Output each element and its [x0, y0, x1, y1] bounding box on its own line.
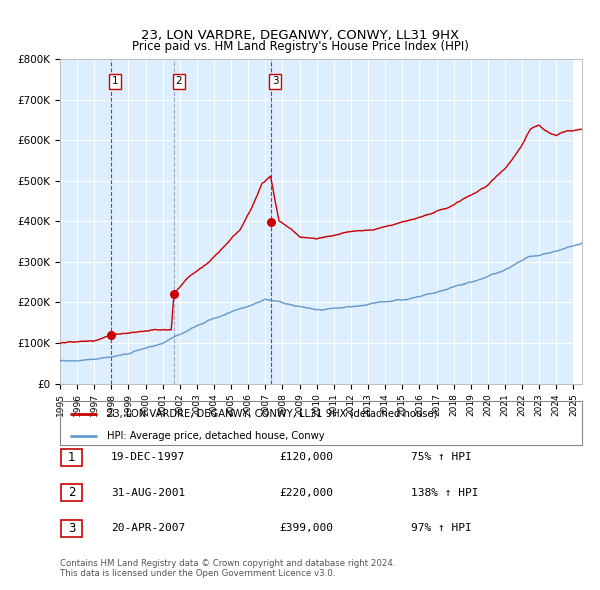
- Text: 138% ↑ HPI: 138% ↑ HPI: [411, 488, 479, 497]
- Text: HPI: Average price, detached house, Conwy: HPI: Average price, detached house, Conw…: [107, 431, 325, 441]
- Text: 23, LON VARDRE, DEGANWY, CONWY, LL31 9HX (detached house): 23, LON VARDRE, DEGANWY, CONWY, LL31 9HX…: [107, 409, 437, 418]
- Text: 31-AUG-2001: 31-AUG-2001: [111, 488, 185, 497]
- Text: 3: 3: [272, 76, 278, 86]
- Text: 23, LON VARDRE, DEGANWY, CONWY, LL31 9HX: 23, LON VARDRE, DEGANWY, CONWY, LL31 9HX: [141, 30, 459, 42]
- Text: Price paid vs. HM Land Registry's House Price Index (HPI): Price paid vs. HM Land Registry's House …: [131, 40, 469, 53]
- Text: 97% ↑ HPI: 97% ↑ HPI: [411, 523, 472, 533]
- Text: 75% ↑ HPI: 75% ↑ HPI: [411, 453, 472, 462]
- Text: 3: 3: [68, 522, 75, 535]
- Text: 1: 1: [68, 451, 75, 464]
- Text: 2: 2: [68, 486, 75, 499]
- Text: 20-APR-2007: 20-APR-2007: [111, 523, 185, 533]
- Text: This data is licensed under the Open Government Licence v3.0.: This data is licensed under the Open Gov…: [60, 569, 335, 578]
- Text: £399,000: £399,000: [279, 523, 333, 533]
- Text: £120,000: £120,000: [279, 453, 333, 462]
- Bar: [574, 59, 582, 384]
- Text: 19-DEC-1997: 19-DEC-1997: [111, 453, 185, 462]
- Text: 1: 1: [112, 76, 119, 86]
- Text: 2: 2: [175, 76, 182, 86]
- Text: £220,000: £220,000: [279, 488, 333, 497]
- Text: Contains HM Land Registry data © Crown copyright and database right 2024.: Contains HM Land Registry data © Crown c…: [60, 559, 395, 568]
